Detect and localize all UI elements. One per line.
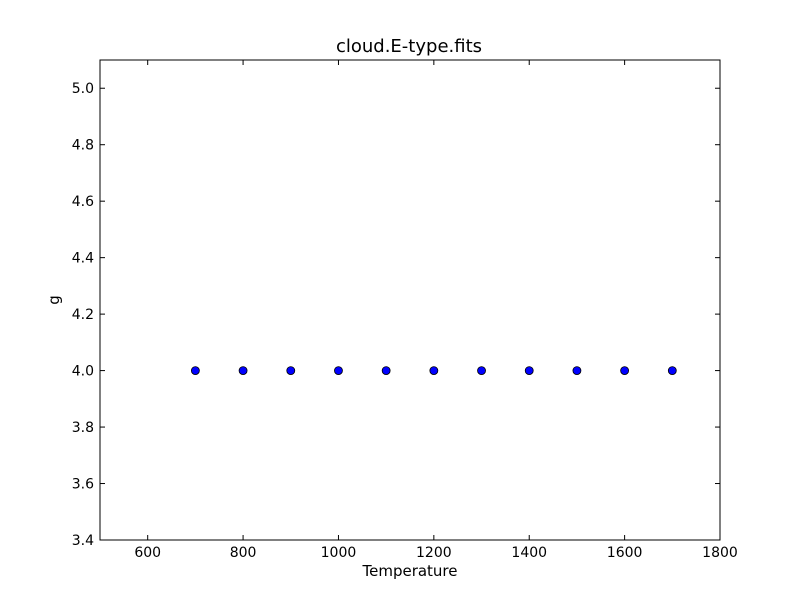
axis-ticks: 600 800 1000 1200 1400 1600 1800 3.4 3.6 3.8 4.0 4.… xyxy=(72,60,738,561)
data-point xyxy=(572,366,582,375)
x-tick-label: 1800 xyxy=(702,545,738,561)
y-axis-label: g xyxy=(45,295,63,305)
data-points xyxy=(190,366,677,375)
data-point xyxy=(524,366,534,375)
y-tick-label: 4.4 xyxy=(72,251,94,267)
y-tick-label: 4.2 xyxy=(72,307,94,323)
x-tick-label: 1600 xyxy=(607,545,643,561)
x-tick-label: 1000 xyxy=(321,545,357,561)
x-tick-label: 600 xyxy=(134,545,161,561)
y-tick-label: 5.0 xyxy=(72,81,94,97)
chart-title: cloud.E-type.fits xyxy=(336,36,482,57)
x-axis-label: Temperature xyxy=(361,562,457,580)
data-point xyxy=(429,366,439,375)
data-point xyxy=(334,366,343,375)
x-tick-label: 1200 xyxy=(416,545,452,561)
y-tick-label: 4.0 xyxy=(72,364,94,380)
data-point xyxy=(238,366,248,375)
plot-frame xyxy=(99,59,721,541)
data-point xyxy=(620,366,630,375)
y-tick-label: 4.6 xyxy=(72,194,94,210)
y-tick-label: 3.4 xyxy=(72,533,94,549)
data-point xyxy=(286,366,296,375)
data-point xyxy=(190,366,200,375)
data-point xyxy=(477,366,486,375)
y-tick-label: 3.8 xyxy=(72,420,94,436)
y-tick-label: 3.6 xyxy=(72,477,94,493)
data-point xyxy=(667,366,677,375)
data-point xyxy=(381,366,391,375)
x-tick-label: 800 xyxy=(230,545,257,561)
x-tick-label: 1400 xyxy=(511,545,547,561)
y-tick-label: 4.8 xyxy=(72,138,94,154)
